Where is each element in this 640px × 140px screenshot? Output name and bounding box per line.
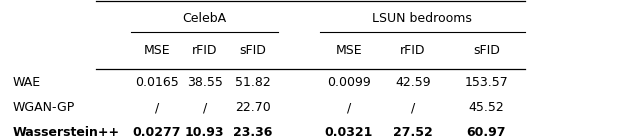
Text: 45.52: 45.52: [468, 101, 504, 114]
Text: sFID: sFID: [239, 44, 266, 57]
Text: 38.55: 38.55: [187, 76, 223, 89]
Text: LSUN bedrooms: LSUN bedrooms: [372, 12, 472, 25]
Text: 0.0321: 0.0321: [324, 126, 373, 139]
Text: 42.59: 42.59: [395, 76, 431, 89]
Text: /: /: [155, 101, 159, 114]
Text: /: /: [203, 101, 207, 114]
Text: rFID: rFID: [192, 44, 218, 57]
Text: sFID: sFID: [473, 44, 500, 57]
Text: 0.0099: 0.0099: [327, 76, 371, 89]
Text: /: /: [411, 101, 415, 114]
Text: 60.97: 60.97: [467, 126, 506, 139]
Text: 153.57: 153.57: [465, 76, 508, 89]
Text: rFID: rFID: [400, 44, 426, 57]
Text: 27.52: 27.52: [393, 126, 433, 139]
Text: 22.70: 22.70: [235, 101, 271, 114]
Text: MSE: MSE: [335, 44, 362, 57]
Text: CelebA: CelebA: [183, 12, 227, 25]
Text: 23.36: 23.36: [233, 126, 273, 139]
Text: 10.93: 10.93: [185, 126, 225, 139]
Text: WGAN-GP: WGAN-GP: [13, 101, 75, 114]
Text: 51.82: 51.82: [235, 76, 271, 89]
Text: 0.0165: 0.0165: [135, 76, 179, 89]
Text: 0.0277: 0.0277: [132, 126, 181, 139]
Text: MSE: MSE: [143, 44, 170, 57]
Text: WAE: WAE: [13, 76, 41, 89]
Text: /: /: [347, 101, 351, 114]
Text: Wasserstein++: Wasserstein++: [13, 126, 120, 139]
